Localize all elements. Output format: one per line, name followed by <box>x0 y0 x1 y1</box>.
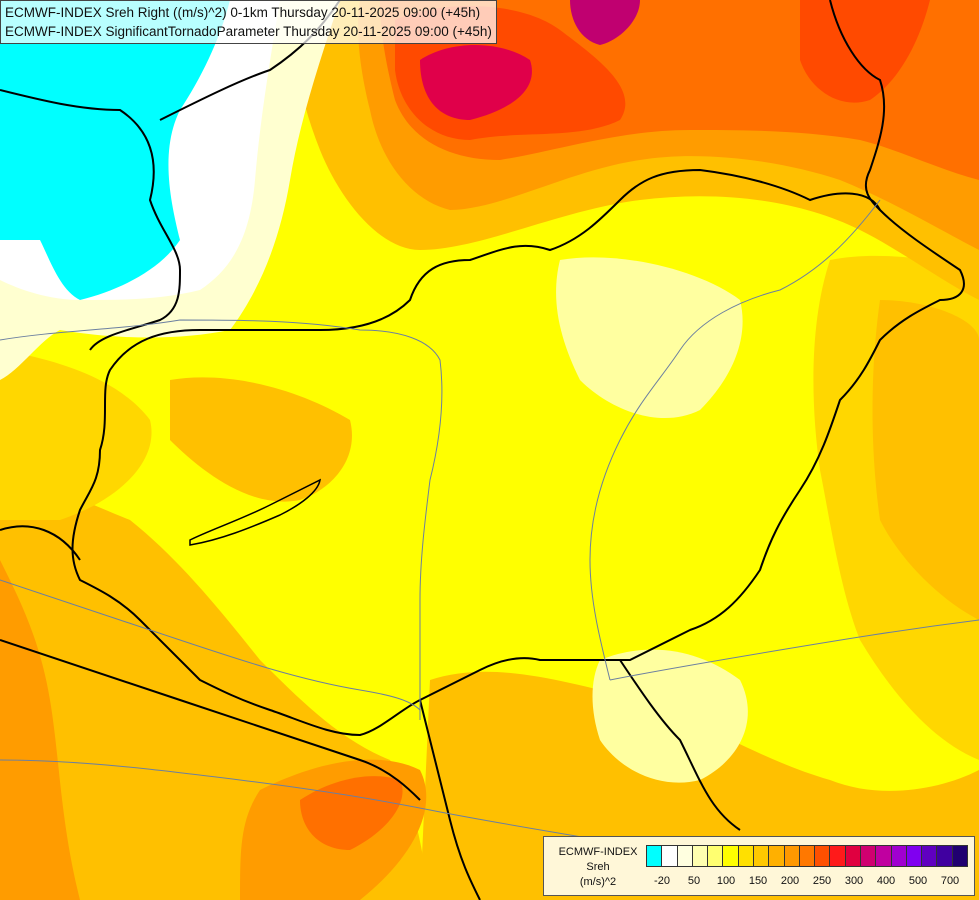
legend-swatch <box>830 846 846 866</box>
river-drava <box>0 579 421 711</box>
border-slovakia-ukraine <box>829 0 886 211</box>
border-croatia-serbia <box>419 699 481 900</box>
legend-tick-label: 100 <box>716 875 736 887</box>
border-hungary <box>71 168 965 737</box>
legend-tick-label: 200 <box>780 875 800 887</box>
river-tisza <box>589 199 881 681</box>
legend-tick-label: 50 <box>687 875 701 887</box>
map-title-box: ECMWF-INDEX Sreh Right ((m/s)^2) 0-1km T… <box>0 0 497 44</box>
legend-swatch <box>708 846 724 866</box>
legend-swatch <box>799 846 816 866</box>
border-romania-serbia <box>619 659 741 831</box>
legend-tick-label: 700 <box>940 875 960 887</box>
lake-balaton <box>189 478 321 546</box>
legend-swatch <box>769 846 785 866</box>
legend-tick-label: 300 <box>844 875 864 887</box>
field-north-crimson <box>420 45 532 120</box>
map-title-line-2: ECMWF-INDEX SignificantTornadoParameter … <box>5 24 492 39</box>
field-southeast-light <box>592 649 748 783</box>
legend-swatch <box>723 846 739 866</box>
legend-model: ECMWF-INDEX <box>558 846 638 858</box>
legend-swatch <box>906 846 923 866</box>
border-austria-slovakia <box>0 89 182 351</box>
legend-swatch <box>860 846 877 866</box>
legend-tick-label: -20 <box>654 875 670 887</box>
legend-tick-label: 400 <box>876 875 896 887</box>
legend-swatch <box>647 846 663 866</box>
legend-tick-label: 250 <box>812 875 832 887</box>
rivers <box>0 199 979 841</box>
field-west-amber <box>170 377 352 502</box>
legend-label: ECMWF-INDEX Sreh (m/s)^2 <box>550 845 646 890</box>
field-northwest-cyan <box>0 0 230 300</box>
field-south-red-orange <box>300 776 403 850</box>
field-centre-light <box>556 257 743 419</box>
legend-swatch <box>738 846 754 866</box>
legend-swatch <box>692 846 709 866</box>
legend-swatch <box>876 846 892 866</box>
border-slovenia-croatia <box>0 525 81 561</box>
map-title-line-1: ECMWF-INDEX Sreh Right ((m/s)^2) 0-1km T… <box>5 5 481 20</box>
legend-swatch <box>922 846 938 866</box>
legend-swatch <box>937 846 953 866</box>
legend-colorbar <box>646 845 968 867</box>
legend-variable: Sreh <box>586 861 610 873</box>
legend-swatch <box>845 846 861 866</box>
legend-tick-label: 150 <box>748 875 768 887</box>
field-east-amber <box>872 300 979 620</box>
river-sava <box>0 759 601 841</box>
legend-swatch <box>753 846 770 866</box>
legend-swatch <box>952 846 967 866</box>
field-southwest-orange <box>0 560 80 900</box>
legend-swatch <box>662 846 678 866</box>
river-danube <box>0 319 443 720</box>
legend-swatch <box>891 846 907 866</box>
border-croatia-bosnia <box>0 639 421 801</box>
legend-unit: (m/s)^2 <box>579 876 617 888</box>
legend-swatch <box>677 846 693 866</box>
legend-swatch <box>815 846 831 866</box>
legend-swatch <box>784 846 800 866</box>
field-northeast-red-orange <box>800 0 930 103</box>
colorbar-legend: ECMWF-INDEX Sreh (m/s)^2 -20 50 100 150 200 2… <box>543 836 975 896</box>
legend-tick-labels: -20 50 100 150 200 250 300 400 500 700 <box>646 875 966 889</box>
legend-tick-label: 500 <box>908 875 928 887</box>
river-maros <box>609 619 979 681</box>
field-north-magenta <box>570 0 640 45</box>
field-west-gold <box>0 350 152 520</box>
